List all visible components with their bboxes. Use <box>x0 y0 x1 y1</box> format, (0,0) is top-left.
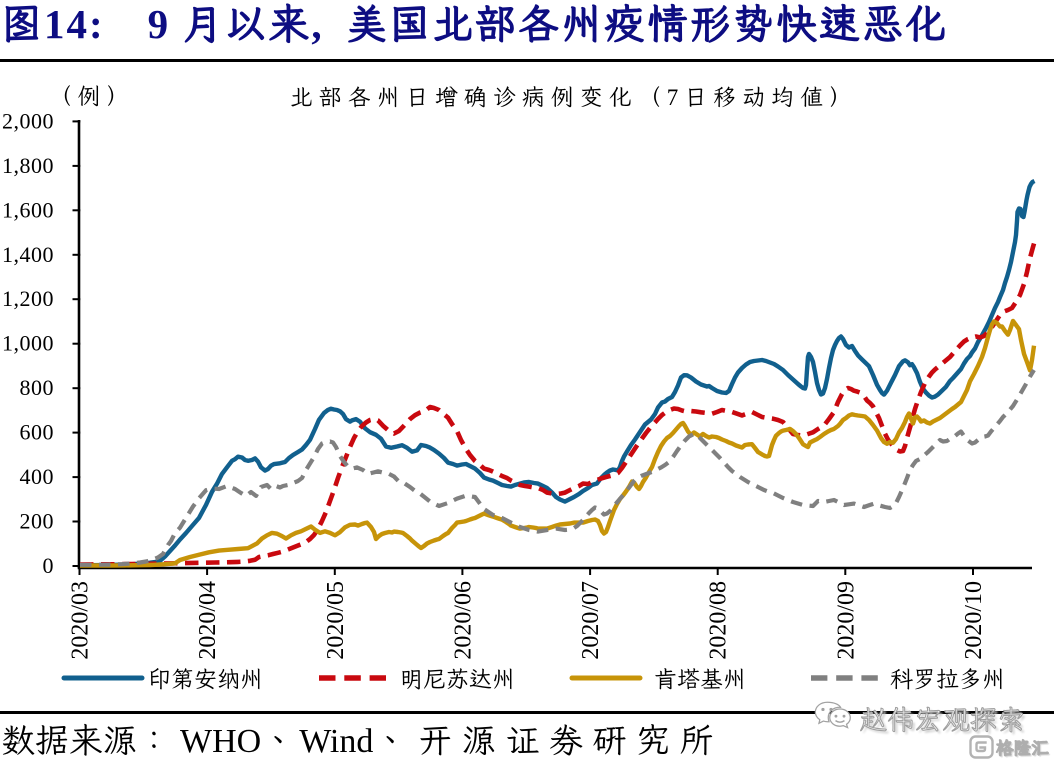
svg-text:2020/07: 2020/07 <box>578 581 604 660</box>
svg-text:2020/04: 2020/04 <box>195 581 221 660</box>
svg-text:（例）: （例） <box>49 84 136 109</box>
svg-text:1,200: 1,200 <box>2 286 54 311</box>
svg-text:800: 800 <box>20 375 55 400</box>
svg-text:2020/05: 2020/05 <box>323 581 349 660</box>
svg-text:2020/06: 2020/06 <box>450 581 476 660</box>
svg-text:0: 0 <box>43 553 55 578</box>
svg-text:2020/10: 2020/10 <box>961 581 987 660</box>
svg-text:2020/03: 2020/03 <box>68 581 94 660</box>
svg-text:600: 600 <box>20 420 55 445</box>
svg-text:科罗拉多州: 科罗拉多州 <box>890 667 1005 692</box>
svg-text:明尼苏达州: 明尼苏达州 <box>400 667 515 692</box>
svg-text:2020/08: 2020/08 <box>706 581 732 660</box>
svg-text:北部各州日增确诊病例变化（7日移动均值）: 北部各州日增确诊病例变化（7日移动均值） <box>290 85 859 110</box>
svg-text:1,800: 1,800 <box>2 153 54 178</box>
svg-text:2,000: 2,000 <box>2 108 54 133</box>
svg-text:肯塔基州: 肯塔基州 <box>654 667 746 692</box>
svg-text:印第安纳州: 印第安纳州 <box>148 667 263 692</box>
svg-text:1,600: 1,600 <box>2 197 54 222</box>
svg-text:200: 200 <box>20 509 55 534</box>
svg-text:400: 400 <box>20 464 55 489</box>
svg-text:1,400: 1,400 <box>2 242 54 267</box>
svg-text:2020/09: 2020/09 <box>833 581 859 660</box>
svg-text:1,000: 1,000 <box>2 331 54 356</box>
